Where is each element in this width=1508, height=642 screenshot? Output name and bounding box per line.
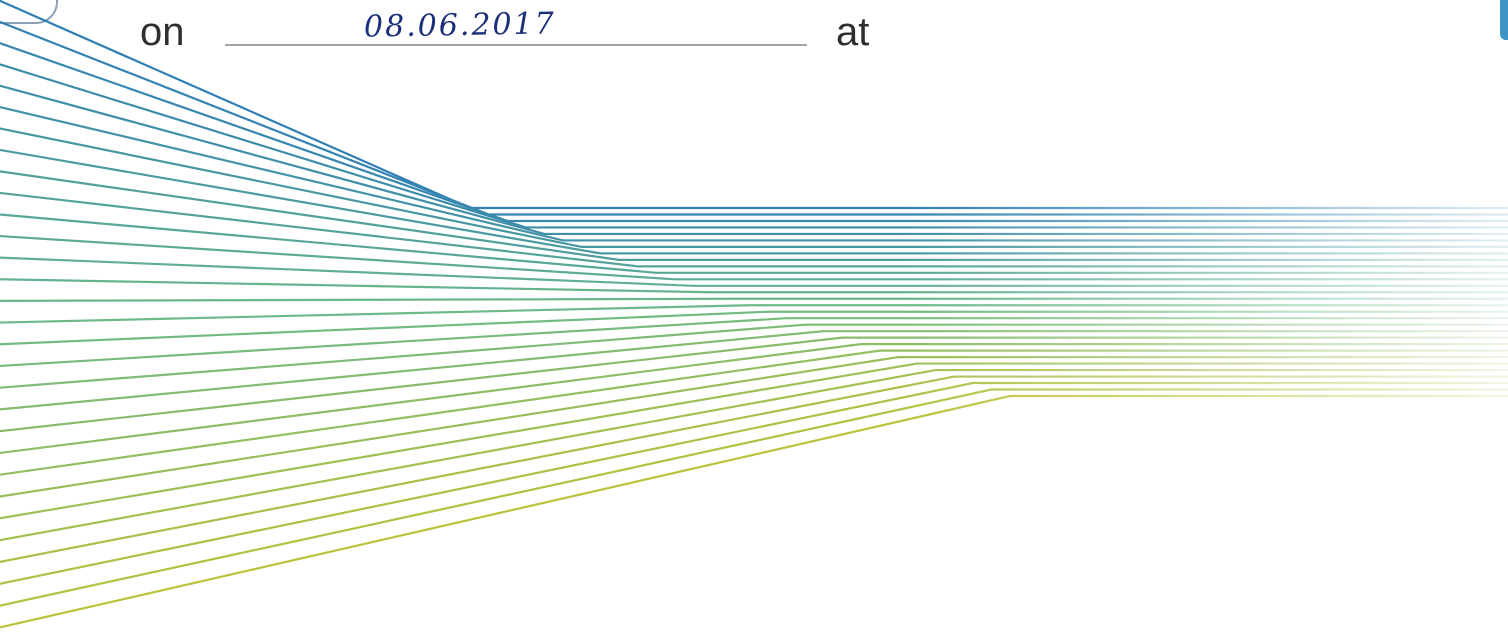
ribbon-stripe bbox=[0, 41, 1508, 223]
ribbon-fade bbox=[0, 200, 1508, 410]
date-underline bbox=[225, 44, 807, 46]
ribbon-stripe bbox=[0, 0, 1508, 210]
ribbon-stripe bbox=[0, 20, 1508, 216]
on-label: on bbox=[140, 10, 185, 54]
at-label: at bbox=[836, 10, 870, 54]
ribbon-stripe bbox=[0, 394, 1508, 629]
frame-edge-tab bbox=[1500, 0, 1508, 40]
